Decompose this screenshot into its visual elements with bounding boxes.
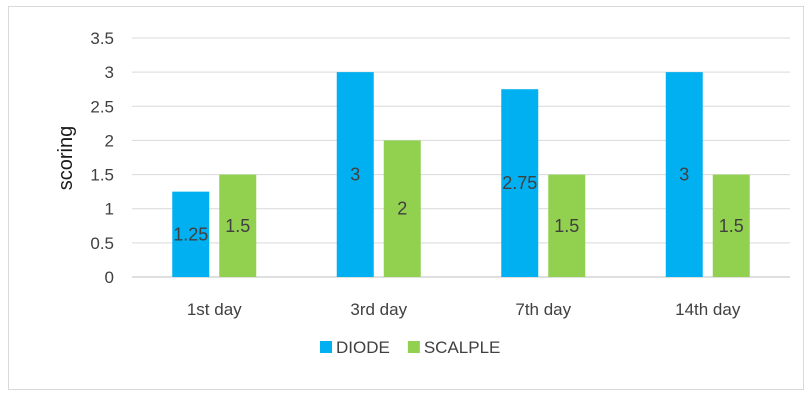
bar-scalple-2 [548,174,586,277]
x-tick-label: 3rd day [350,300,407,319]
y-tick-label: 1 [105,200,114,219]
y-axis-ticks: 0 0.5 1 1.5 2 2.5 3 3.5 [90,29,114,287]
data-label: 1.5 [225,216,250,236]
bar-diode-0 [172,191,210,277]
bar-scalple-3 [712,174,750,277]
bar-diode-2 [501,89,539,277]
data-label: 3 [679,165,689,185]
y-tick-label: 3.5 [90,29,114,48]
legend-label-scalple: SCALPLE [424,338,501,357]
legend-swatch-scalple [407,341,420,353]
data-label: 2 [397,199,407,219]
data-label: 2.75 [502,173,537,193]
bar-scalple-0 [219,174,257,277]
x-tick-label: 7th day [515,300,571,319]
data-label: 1.5 [719,216,744,236]
y-tick-label: 2.5 [90,97,114,116]
legend-label-diode: DIODE [336,338,390,357]
y-tick-label: 0.5 [90,234,114,253]
bar-scalple-1 [383,140,421,277]
y-tick-label: 2 [105,131,114,150]
x-tick-label: 1st day [187,300,242,319]
x-tick-label: 14th day [675,300,741,319]
legend: DIODE SCALPLE [320,338,500,357]
legend-swatch-diode [320,341,332,353]
y-tick-label: 1.5 [90,166,114,185]
bar-diode-1 [336,72,374,278]
bars [172,72,750,278]
data-label: 3 [350,165,360,185]
bar-diode-3 [665,72,703,278]
data-label: 1.5 [554,216,579,236]
data-label: 1.25 [173,224,208,244]
x-axis-ticks: 1st day 3rd day 7th day 14th day [187,300,741,319]
data-labels: 1.25 1.5 3 2 2.75 1.5 3 1.5 [173,165,744,245]
y-tick-label: 0 [105,268,114,287]
y-axis-title: scoring [55,126,77,190]
y-tick-label: 3 [105,63,114,82]
